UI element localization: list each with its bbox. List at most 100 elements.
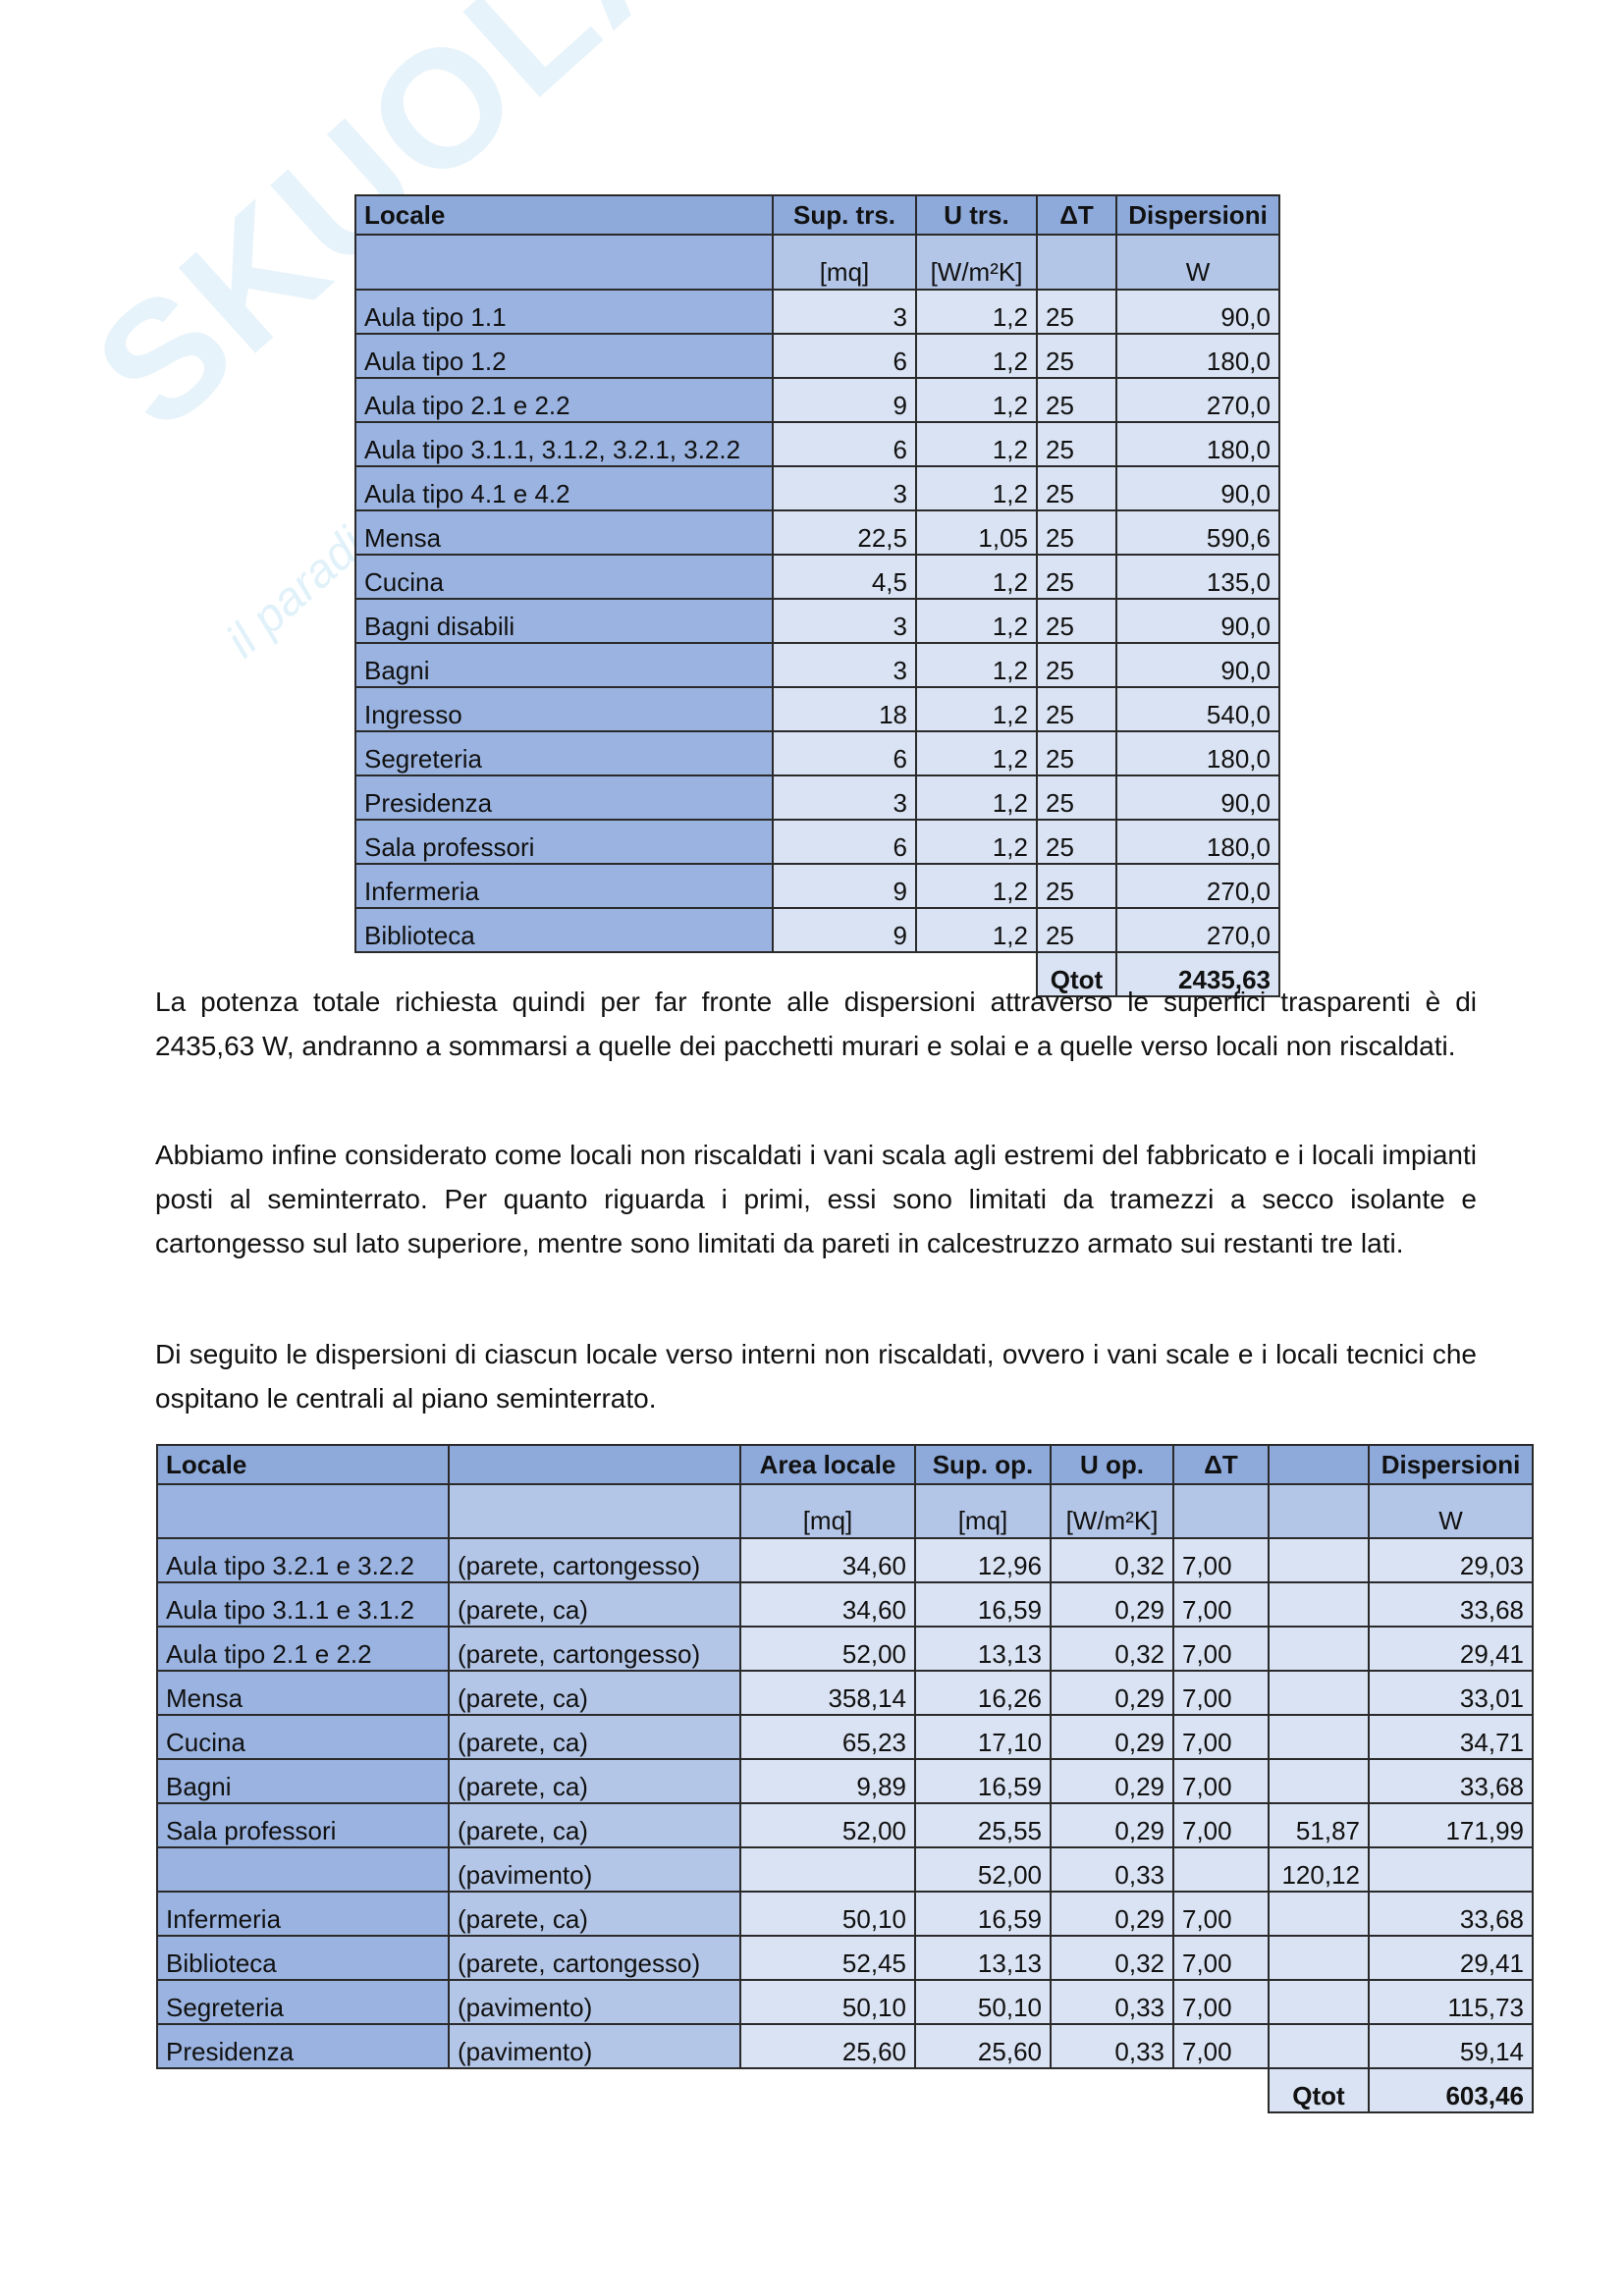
column-header: Dispersioni bbox=[1368, 1444, 1534, 1485]
value-cell: 135,0 bbox=[1115, 554, 1280, 600]
empty-cell bbox=[157, 2068, 449, 2112]
value-cell: 1,2 bbox=[915, 333, 1038, 379]
value-cell: 7,00 bbox=[1172, 1714, 1270, 1760]
value-cell bbox=[1368, 1846, 1534, 1893]
value-cell: 7,00 bbox=[1172, 1537, 1270, 1583]
value-cell: 25 bbox=[1036, 377, 1117, 423]
value-cell: 1,05 bbox=[915, 509, 1038, 556]
value-cell: 33,68 bbox=[1368, 1581, 1534, 1628]
value-cell bbox=[1268, 2023, 1370, 2069]
value-cell: 25 bbox=[1036, 421, 1117, 467]
value-cell: 25 bbox=[1036, 598, 1117, 644]
value-cell: 3 bbox=[772, 465, 917, 511]
value-cell: (pavimento) bbox=[448, 1846, 741, 1893]
value-cell bbox=[1268, 1935, 1370, 1981]
value-cell: 34,71 bbox=[1368, 1714, 1534, 1760]
value-cell: 50,10 bbox=[914, 1979, 1052, 2025]
value-cell: 29,41 bbox=[1368, 1935, 1534, 1981]
value-cell: 25 bbox=[1036, 333, 1117, 379]
column-header bbox=[448, 1444, 741, 1485]
value-cell: 7,00 bbox=[1172, 1758, 1270, 1804]
table-row: Presidenza (pavimento) 25,60 25,60 0,33 7,00 5… bbox=[156, 2023, 1534, 2069]
total-row: Qtot 603,46 bbox=[157, 2067, 1534, 2113]
value-cell: 1,2 bbox=[915, 730, 1038, 776]
value-cell: 1,2 bbox=[915, 554, 1038, 600]
value-cell: 120,12 bbox=[1268, 1846, 1370, 1893]
table-row: Ingresso 18 1,2 25 540,0 bbox=[354, 686, 1280, 732]
table-row: Infermeria 9 1,2 25 270,0 bbox=[354, 863, 1280, 909]
value-cell: 50,10 bbox=[739, 1979, 916, 2025]
table-row: Presidenza 3 1,2 25 90,0 bbox=[354, 774, 1280, 821]
value-cell: 3 bbox=[772, 598, 917, 644]
room-name-cell: Aula tipo 1.2 bbox=[354, 333, 774, 379]
value-cell: 90,0 bbox=[1115, 465, 1280, 511]
column-header: Locale bbox=[156, 1444, 450, 1485]
value-cell: 7,00 bbox=[1172, 2023, 1270, 2069]
table-row: Aula tipo 2.1 e 2.2 (parete, cartongesso)… bbox=[156, 1626, 1534, 1672]
unheated-dispersions-table: Locale Area locale Sup. op. U op. ΔT Dispersi… bbox=[156, 1444, 1534, 2113]
value-cell: 0,32 bbox=[1050, 1935, 1174, 1981]
value-cell: 1,2 bbox=[915, 642, 1038, 688]
unit-cell bbox=[354, 234, 774, 291]
column-header: U trs. bbox=[915, 194, 1038, 236]
total-value: 2435,63 bbox=[1115, 951, 1280, 997]
value-cell: 25 bbox=[1036, 730, 1117, 776]
value-cell: 16,26 bbox=[914, 1670, 1052, 1716]
value-cell: 59,14 bbox=[1368, 2023, 1534, 2069]
unit-cell bbox=[156, 1483, 450, 1539]
empty-cell bbox=[915, 2068, 1051, 2112]
paragraph-following-table: Di seguito le dispersioni di ciascun loc… bbox=[155, 1339, 1477, 1414]
header-row: Locale Area locale Sup. op. U op. ΔT Dispersi… bbox=[156, 1444, 1534, 1485]
value-cell: 52,00 bbox=[914, 1846, 1052, 1893]
column-header bbox=[1268, 1444, 1370, 1485]
value-cell: 7,00 bbox=[1172, 1581, 1270, 1628]
unit-cell: W bbox=[1115, 234, 1280, 291]
room-name-cell: Sala professori bbox=[156, 1802, 450, 1848]
room-name-cell: Infermeria bbox=[156, 1891, 450, 1937]
value-cell bbox=[1268, 1581, 1370, 1628]
empty-cell bbox=[1173, 2068, 1269, 2112]
units-row: [mq] [W/m²K] W bbox=[354, 234, 1280, 291]
value-cell: 1,2 bbox=[915, 686, 1038, 732]
value-cell: 6 bbox=[772, 730, 917, 776]
room-name-cell: Aula tipo 3.1.1 e 3.1.2 bbox=[156, 1581, 450, 1628]
room-name-cell: Aula tipo 2.1 e 2.2 bbox=[354, 377, 774, 423]
value-cell: 1,2 bbox=[915, 863, 1038, 909]
value-cell: 0,29 bbox=[1050, 1581, 1174, 1628]
value-cell: 25 bbox=[1036, 465, 1117, 511]
value-cell: 0,29 bbox=[1050, 1802, 1174, 1848]
table-row: Segreteria 6 1,2 25 180,0 bbox=[354, 730, 1280, 776]
value-cell: 22,5 bbox=[772, 509, 917, 556]
room-name-cell: Bagni bbox=[156, 1758, 450, 1804]
value-cell: (pavimento) bbox=[448, 2023, 741, 2069]
value-cell: 3 bbox=[772, 774, 917, 821]
value-cell: 50,10 bbox=[739, 1891, 916, 1937]
table-row: Cucina 4,5 1,2 25 135,0 bbox=[354, 554, 1280, 600]
column-header: ΔT bbox=[1172, 1444, 1270, 1485]
value-cell: 16,59 bbox=[914, 1758, 1052, 1804]
value-cell: 52,00 bbox=[739, 1802, 916, 1848]
value-cell: 13,13 bbox=[914, 1935, 1052, 1981]
value-cell: 52,45 bbox=[739, 1935, 916, 1981]
value-cell: 25,60 bbox=[914, 2023, 1052, 2069]
room-name-cell: Bagni disabili bbox=[354, 598, 774, 644]
value-cell: 16,59 bbox=[914, 1581, 1052, 1628]
value-cell: 25 bbox=[1036, 554, 1117, 600]
value-cell: 171,99 bbox=[1368, 1802, 1534, 1848]
value-cell: 1,2 bbox=[915, 377, 1038, 423]
value-cell: 270,0 bbox=[1115, 863, 1280, 909]
header-row: Locale Sup. trs. U trs. ΔT Dispersioni bbox=[354, 194, 1280, 236]
table-row: Aula tipo 3.2.1 e 3.2.2 (parete, cartonge… bbox=[156, 1537, 1534, 1583]
value-cell: 115,73 bbox=[1368, 1979, 1534, 2025]
value-cell bbox=[1268, 1537, 1370, 1583]
unit-cell bbox=[448, 1483, 741, 1539]
table-row: (pavimento) 52,00 0,33 120,12 bbox=[156, 1846, 1534, 1893]
value-cell: (parete, cartongesso) bbox=[448, 1935, 741, 1981]
room-name-cell: Segreteria bbox=[156, 1979, 450, 2025]
room-name-cell: Infermeria bbox=[354, 863, 774, 909]
value-cell: 180,0 bbox=[1115, 421, 1280, 467]
unit-cell: [mq] bbox=[914, 1483, 1052, 1539]
room-name-cell: Segreteria bbox=[354, 730, 774, 776]
unit-cell bbox=[1268, 1483, 1370, 1539]
column-header: Locale bbox=[354, 194, 774, 236]
